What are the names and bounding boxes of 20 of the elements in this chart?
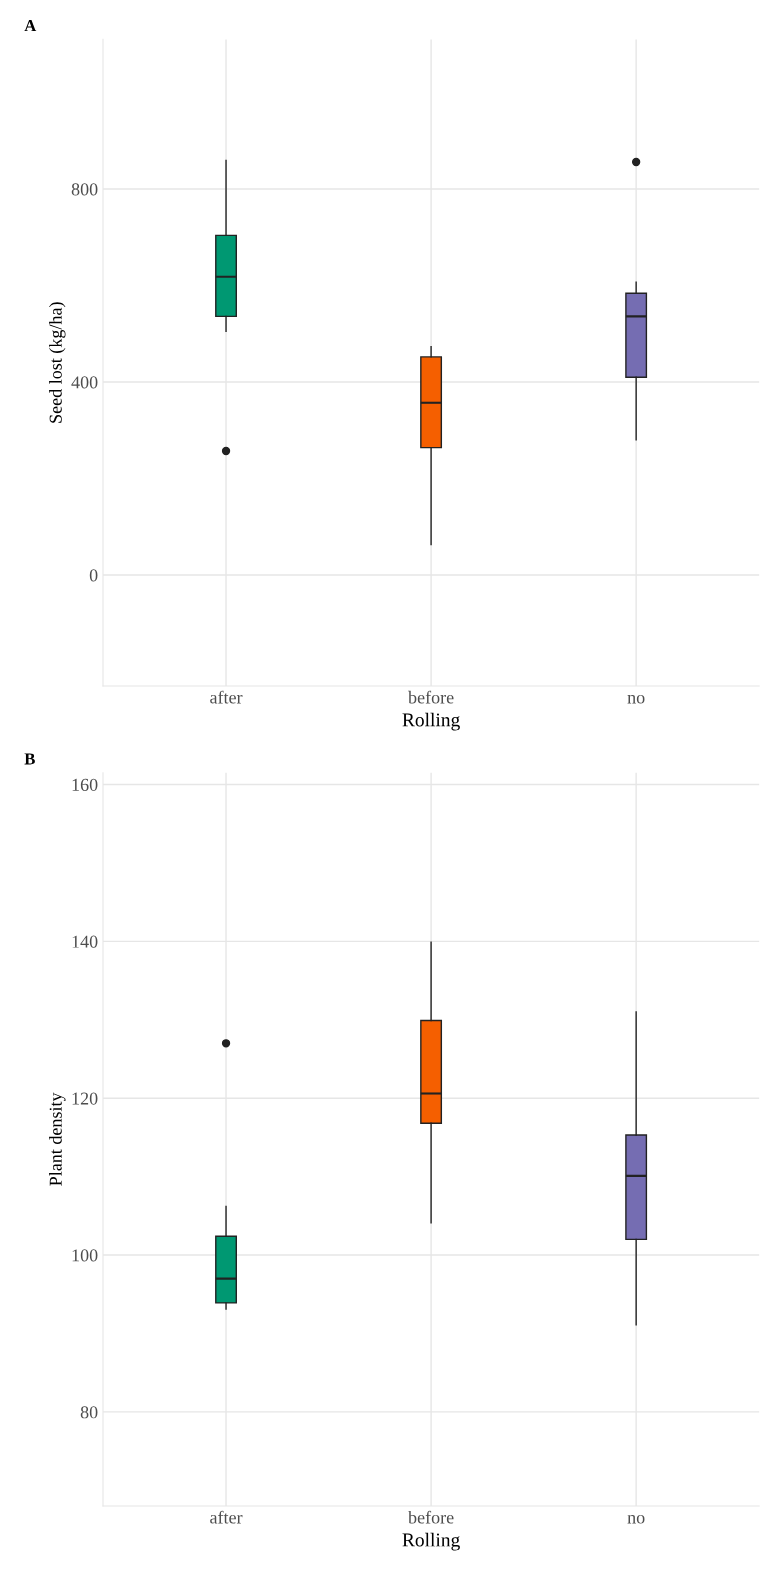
y-tick-label: 140 (72, 935, 98, 948)
y-tick-label: 120 (72, 1092, 98, 1105)
y-axis-title: Plant density (49, 1092, 66, 1186)
chart-title: A (24, 20, 37, 32)
x-axis-title: Rolling (402, 712, 460, 731)
x-tick-label: before (408, 1510, 454, 1524)
y-tick-label: 80 (80, 1406, 98, 1419)
x-tick-label: before (408, 690, 454, 704)
x-tick-label: no (627, 694, 645, 704)
y-axis-title: Seed lost (kg/ha) (49, 302, 66, 423)
x-tick-label: after (210, 690, 243, 704)
y-tick-label: 100 (72, 1249, 98, 1262)
x-tick-label: no (627, 1514, 645, 1524)
chart-title: B (24, 753, 35, 765)
y-tick-label: 0 (89, 569, 98, 582)
y-tick-label: 400 (71, 376, 98, 389)
x-tick-label: after (210, 1510, 243, 1524)
y-tick-label: 800 (71, 183, 98, 196)
x-axis-title: Rolling (402, 1532, 460, 1551)
y-tick-label: 160 (72, 778, 98, 791)
